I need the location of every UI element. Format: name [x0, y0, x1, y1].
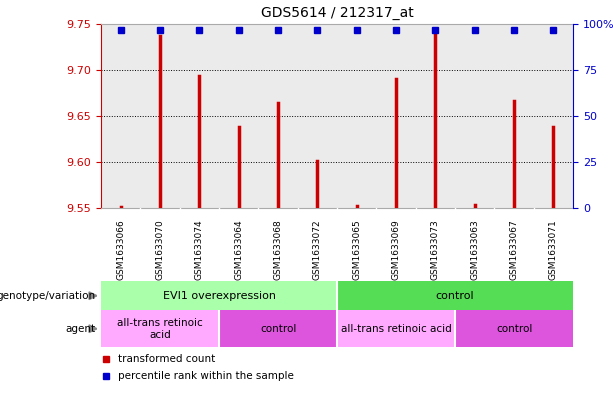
- Text: GSM1633071: GSM1633071: [549, 219, 558, 280]
- Bar: [219, 310, 337, 347]
- Bar: [495, 24, 534, 208]
- Bar: [534, 24, 573, 208]
- Text: GSM1633070: GSM1633070: [156, 219, 165, 280]
- Bar: [337, 281, 573, 310]
- Bar: [416, 24, 455, 208]
- Text: GSM1633065: GSM1633065: [352, 219, 361, 280]
- Bar: [140, 24, 180, 208]
- Bar: [180, 24, 219, 208]
- Text: GSM1633072: GSM1633072: [313, 219, 322, 280]
- Bar: [455, 310, 573, 347]
- Bar: [337, 310, 455, 347]
- Bar: [101, 24, 140, 208]
- Bar: [376, 24, 416, 208]
- Text: GSM1633066: GSM1633066: [116, 219, 125, 280]
- Text: all-trans retinoic acid: all-trans retinoic acid: [341, 324, 452, 334]
- Bar: [101, 281, 337, 310]
- Text: GSM1633067: GSM1633067: [509, 219, 519, 280]
- Text: all-trans retinoic
acid: all-trans retinoic acid: [117, 318, 203, 340]
- Bar: [337, 24, 376, 208]
- Text: genotype/variation: genotype/variation: [0, 291, 95, 301]
- Bar: [298, 24, 337, 208]
- Bar: [219, 24, 259, 208]
- Text: GSM1633064: GSM1633064: [234, 219, 243, 280]
- Text: percentile rank within the sample: percentile rank within the sample: [118, 371, 294, 380]
- Text: GSM1633068: GSM1633068: [273, 219, 283, 280]
- Bar: [101, 310, 219, 347]
- Text: transformed count: transformed count: [118, 354, 215, 364]
- Bar: [455, 24, 495, 208]
- Text: control: control: [436, 291, 474, 301]
- Text: EVI1 overexpression: EVI1 overexpression: [162, 291, 276, 301]
- Text: GSM1633069: GSM1633069: [392, 219, 401, 280]
- Text: agent: agent: [65, 324, 95, 334]
- Bar: [259, 24, 298, 208]
- Text: GSM1633063: GSM1633063: [470, 219, 479, 280]
- Text: GSM1633074: GSM1633074: [195, 219, 204, 280]
- Title: GDS5614 / 212317_at: GDS5614 / 212317_at: [261, 6, 414, 20]
- Text: control: control: [496, 324, 532, 334]
- Text: GSM1633073: GSM1633073: [431, 219, 440, 280]
- Text: control: control: [260, 324, 296, 334]
